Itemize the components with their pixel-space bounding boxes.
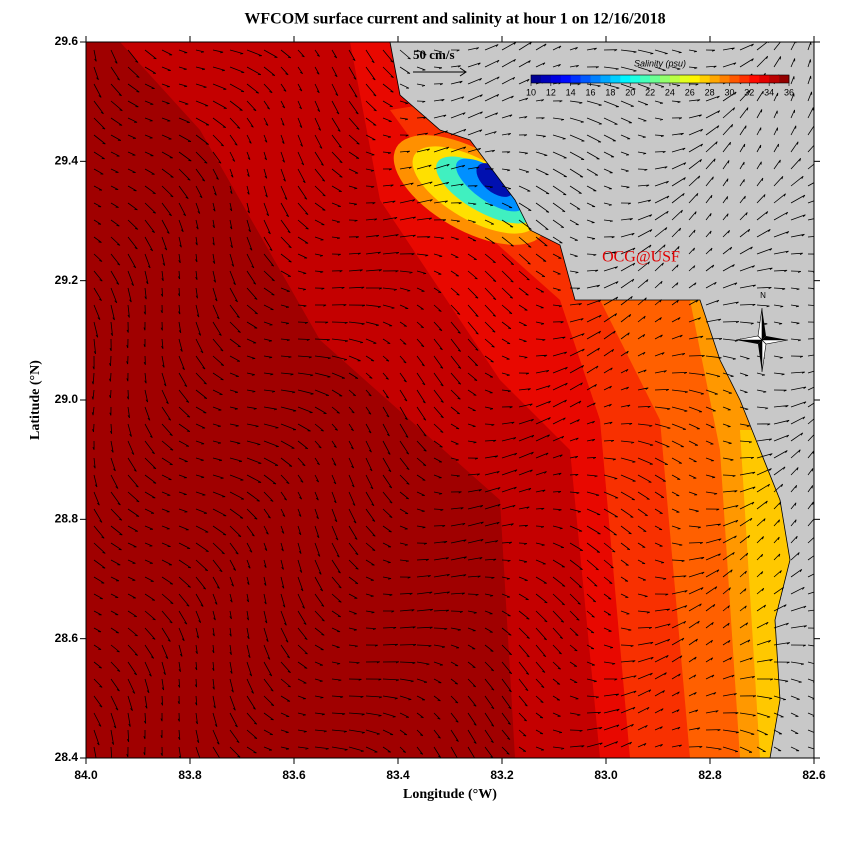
colorbar-cell [630, 75, 641, 83]
colorbar-cell [699, 75, 710, 83]
y-tick-label: 28.6 [55, 631, 79, 645]
colorbar-cell [739, 75, 750, 83]
colorbar-tick-label: 30 [724, 87, 734, 97]
title: WFCOM surface current and salinity at ho… [244, 11, 665, 28]
colorbar-cell [660, 75, 671, 83]
y-tick-label: 29.2 [55, 273, 79, 287]
colorbar-tick-label: 26 [685, 87, 695, 97]
colorbar-tick-label: 36 [784, 87, 794, 97]
x-tick-label: 83.2 [490, 768, 514, 782]
credit: OCG@USF [602, 249, 680, 266]
colorbar-tick-label: 24 [665, 87, 675, 97]
x-axis-label: Longitude (°W) [403, 787, 497, 802]
y-tick-label: 28.8 [55, 512, 79, 526]
colorbar: 10 12 14 16 18 20 22 24 26 28 30 32 34 36 [526, 74, 794, 97]
colorbar-cell [679, 75, 691, 83]
colorbar-title: Salinity (psu) [634, 58, 686, 68]
colorbar-cell [719, 75, 730, 83]
x-tick-label: 83.0 [594, 768, 618, 782]
colorbar-tick-label: 10 [526, 87, 536, 97]
colorbar-cell [560, 75, 571, 83]
colorbar-cell [600, 75, 611, 83]
colorbar-tick-label: 32 [744, 87, 754, 97]
x-tick-label: 82.6 [802, 768, 826, 782]
colorbar-tick-label: 16 [586, 87, 596, 97]
colorbar-cell [759, 75, 770, 83]
colorbar-cell [689, 75, 700, 83]
colorbar-tick-label: 22 [645, 87, 655, 97]
y-tick-label: 28.4 [55, 750, 79, 764]
x-tick-label: 83.4 [386, 768, 410, 782]
colorbar-frame [530, 74, 790, 84]
colorbar-cell [550, 75, 562, 83]
scale-label: 50 cm/s [413, 47, 455, 62]
colorbar-cell [709, 75, 720, 83]
colorbar-cell [650, 75, 661, 83]
colorbar-tick-label: 28 [705, 87, 715, 97]
salinity-field [86, 42, 814, 758]
y-tick-label: 29.4 [55, 154, 79, 168]
colorbar-cell [669, 75, 681, 83]
y-tick-label: 29.6 [55, 34, 79, 48]
colorbar-cell [749, 75, 760, 83]
colorbar-cell [590, 75, 601, 83]
x-tick-label: 83.8 [178, 768, 202, 782]
colorbar-cell [769, 75, 780, 83]
y-axis-label: Latitude (°N) [28, 360, 43, 440]
colorbar-cell [540, 75, 552, 83]
current-vectors [91, 42, 814, 758]
x-tick-label: 84.0 [74, 768, 98, 782]
colorbar-cell [620, 75, 631, 83]
colorbar-cell [779, 75, 790, 83]
colorbar-cell [570, 75, 581, 83]
y-tick-label: 29.0 [55, 392, 79, 406]
salinity-patch [476, 163, 514, 197]
north-label: N [760, 291, 766, 300]
colorbar-tick-label: 20 [625, 87, 635, 97]
colorbar-tick-label: 34 [764, 87, 774, 97]
colorbar-cell [640, 75, 651, 83]
x-tick-label: 82.8 [698, 768, 722, 782]
colorbar-cell [531, 75, 542, 83]
colorbar-tick-label: 18 [605, 87, 615, 97]
scale-arrow [413, 67, 467, 77]
colorbar-tick-label: 14 [566, 87, 576, 97]
x-tick-label: 83.6 [282, 768, 306, 782]
colorbar-cell [610, 75, 621, 83]
colorbar-cell [729, 75, 740, 83]
land [389, 42, 814, 758]
colorbar-tick-label: 12 [546, 87, 556, 97]
compass-rose [735, 307, 789, 373]
colorbar-cell [580, 75, 591, 83]
